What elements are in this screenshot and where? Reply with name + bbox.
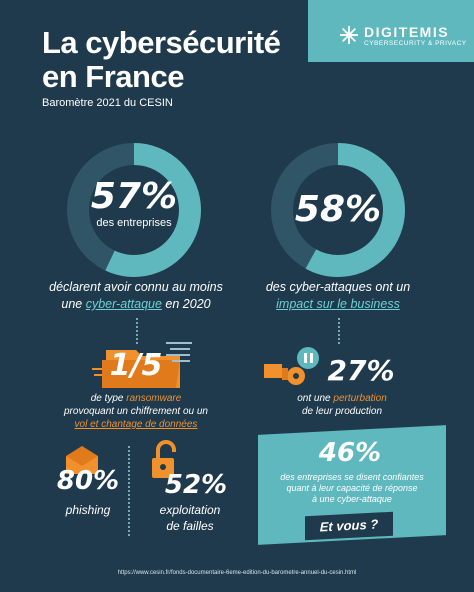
production-gear-icon bbox=[264, 347, 319, 385]
donut-fill bbox=[271, 143, 405, 277]
donut-chart-58 bbox=[271, 143, 405, 277]
perturbation-value: 27% bbox=[327, 354, 395, 387]
caption-text: de type bbox=[90, 393, 124, 404]
perturbation-caption: ont une perturbation de leur production bbox=[282, 392, 402, 418]
page-subtitle: Baromètre 2021 du CESIN bbox=[42, 97, 173, 109]
failles-value: 52% bbox=[164, 470, 228, 500]
caption-line: une cyber-attaque en 2020 bbox=[36, 296, 236, 313]
caption-line: de type ransomware bbox=[48, 392, 224, 405]
title-line-2: en France bbox=[42, 59, 184, 94]
caption-line: des entreprises se disent confiantes bbox=[280, 472, 424, 482]
label-line: de failles bbox=[166, 519, 214, 533]
logo-name: DIGITEMIS bbox=[364, 24, 450, 40]
stat-58-caption: des cyber-attaques ont un impact sur le … bbox=[248, 279, 428, 313]
ransomware-caption: de type ransomware provoquant un chiffre… bbox=[48, 392, 224, 431]
caption-text: en 2020 bbox=[165, 297, 211, 311]
stat-57-value: 57% bbox=[90, 176, 178, 217]
ransomware-highlight: ransomware bbox=[126, 393, 182, 404]
padlock-open-icon bbox=[152, 440, 176, 478]
folder-icon bbox=[92, 350, 180, 388]
stat-57-caption: déclarent avoir connu au moins une cyber… bbox=[36, 279, 236, 313]
caption-line: quant à leur capacité de réponse bbox=[286, 483, 418, 493]
caption-line: à une cyber-attaque bbox=[312, 494, 392, 504]
star-icon bbox=[340, 26, 358, 44]
vol-chantage-highlight: vol et chantage de données bbox=[74, 419, 198, 430]
confidence-value: 46% bbox=[318, 438, 382, 468]
logo-tagline: CYBERSECURITY & PRIVACY bbox=[364, 40, 467, 47]
impact-business-highlight: impact sur le business bbox=[276, 297, 400, 311]
source-link[interactable]: https://www.cesin.fr/fonds-documentaire-… bbox=[117, 570, 357, 576]
caption-line: de leur production bbox=[301, 406, 383, 417]
caption-text: ont une bbox=[297, 393, 331, 404]
title-line-1: La cybersécurité bbox=[42, 25, 281, 60]
cyber-attaque-highlight: cyber-attaque bbox=[85, 297, 162, 311]
stat-57-label: des entreprises bbox=[96, 217, 172, 229]
dotted-divider bbox=[128, 446, 131, 536]
logo-banner bbox=[308, 0, 474, 62]
donut-chart-57 bbox=[67, 143, 201, 277]
page-title: La cybersécurité en France bbox=[42, 26, 302, 94]
ransomware-value: 1/5 bbox=[109, 348, 163, 383]
caption-line: provoquant un chiffrement ou un bbox=[64, 406, 208, 417]
et-vous-button[interactable]: Et vous ? bbox=[305, 511, 393, 541]
phishing-value: 80% bbox=[56, 466, 120, 496]
failles-label: exploitation de failles bbox=[140, 502, 240, 534]
label-line: exploitation bbox=[159, 503, 221, 517]
envelope-icon bbox=[66, 446, 98, 474]
confidence-caption: des entreprises se disent confiantes qua… bbox=[258, 472, 446, 505]
stat-58-value: 58% bbox=[294, 189, 382, 230]
phishing-label: phishing bbox=[65, 503, 111, 517]
caption-line: des cyber-attaques ont un bbox=[265, 280, 411, 294]
dotted-connector bbox=[338, 318, 341, 344]
dotted-connector bbox=[136, 318, 139, 344]
perturbation-highlight: perturbation bbox=[333, 393, 387, 404]
code-lines-icon bbox=[166, 342, 192, 362]
donut-fill bbox=[67, 143, 201, 277]
caption-text: une bbox=[61, 297, 83, 311]
caption-line: ont une perturbation bbox=[282, 392, 402, 405]
caption-line: déclarent avoir connu au moins bbox=[49, 280, 223, 294]
